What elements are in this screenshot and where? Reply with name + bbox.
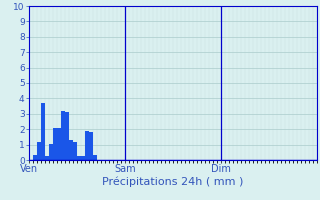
Bar: [89, 132, 93, 160]
Bar: [93, 155, 97, 160]
Bar: [37, 142, 41, 160]
Bar: [65, 112, 69, 160]
Bar: [61, 111, 65, 160]
Bar: [45, 156, 49, 160]
X-axis label: Précipitations 24h ( mm ): Précipitations 24h ( mm ): [102, 177, 244, 187]
Bar: [53, 128, 57, 160]
Bar: [49, 144, 53, 160]
Bar: [69, 140, 73, 160]
Bar: [33, 155, 37, 160]
Bar: [41, 103, 45, 160]
Bar: [77, 156, 81, 160]
Bar: [81, 156, 85, 160]
Bar: [57, 128, 61, 160]
Bar: [73, 142, 77, 160]
Bar: [85, 131, 89, 160]
